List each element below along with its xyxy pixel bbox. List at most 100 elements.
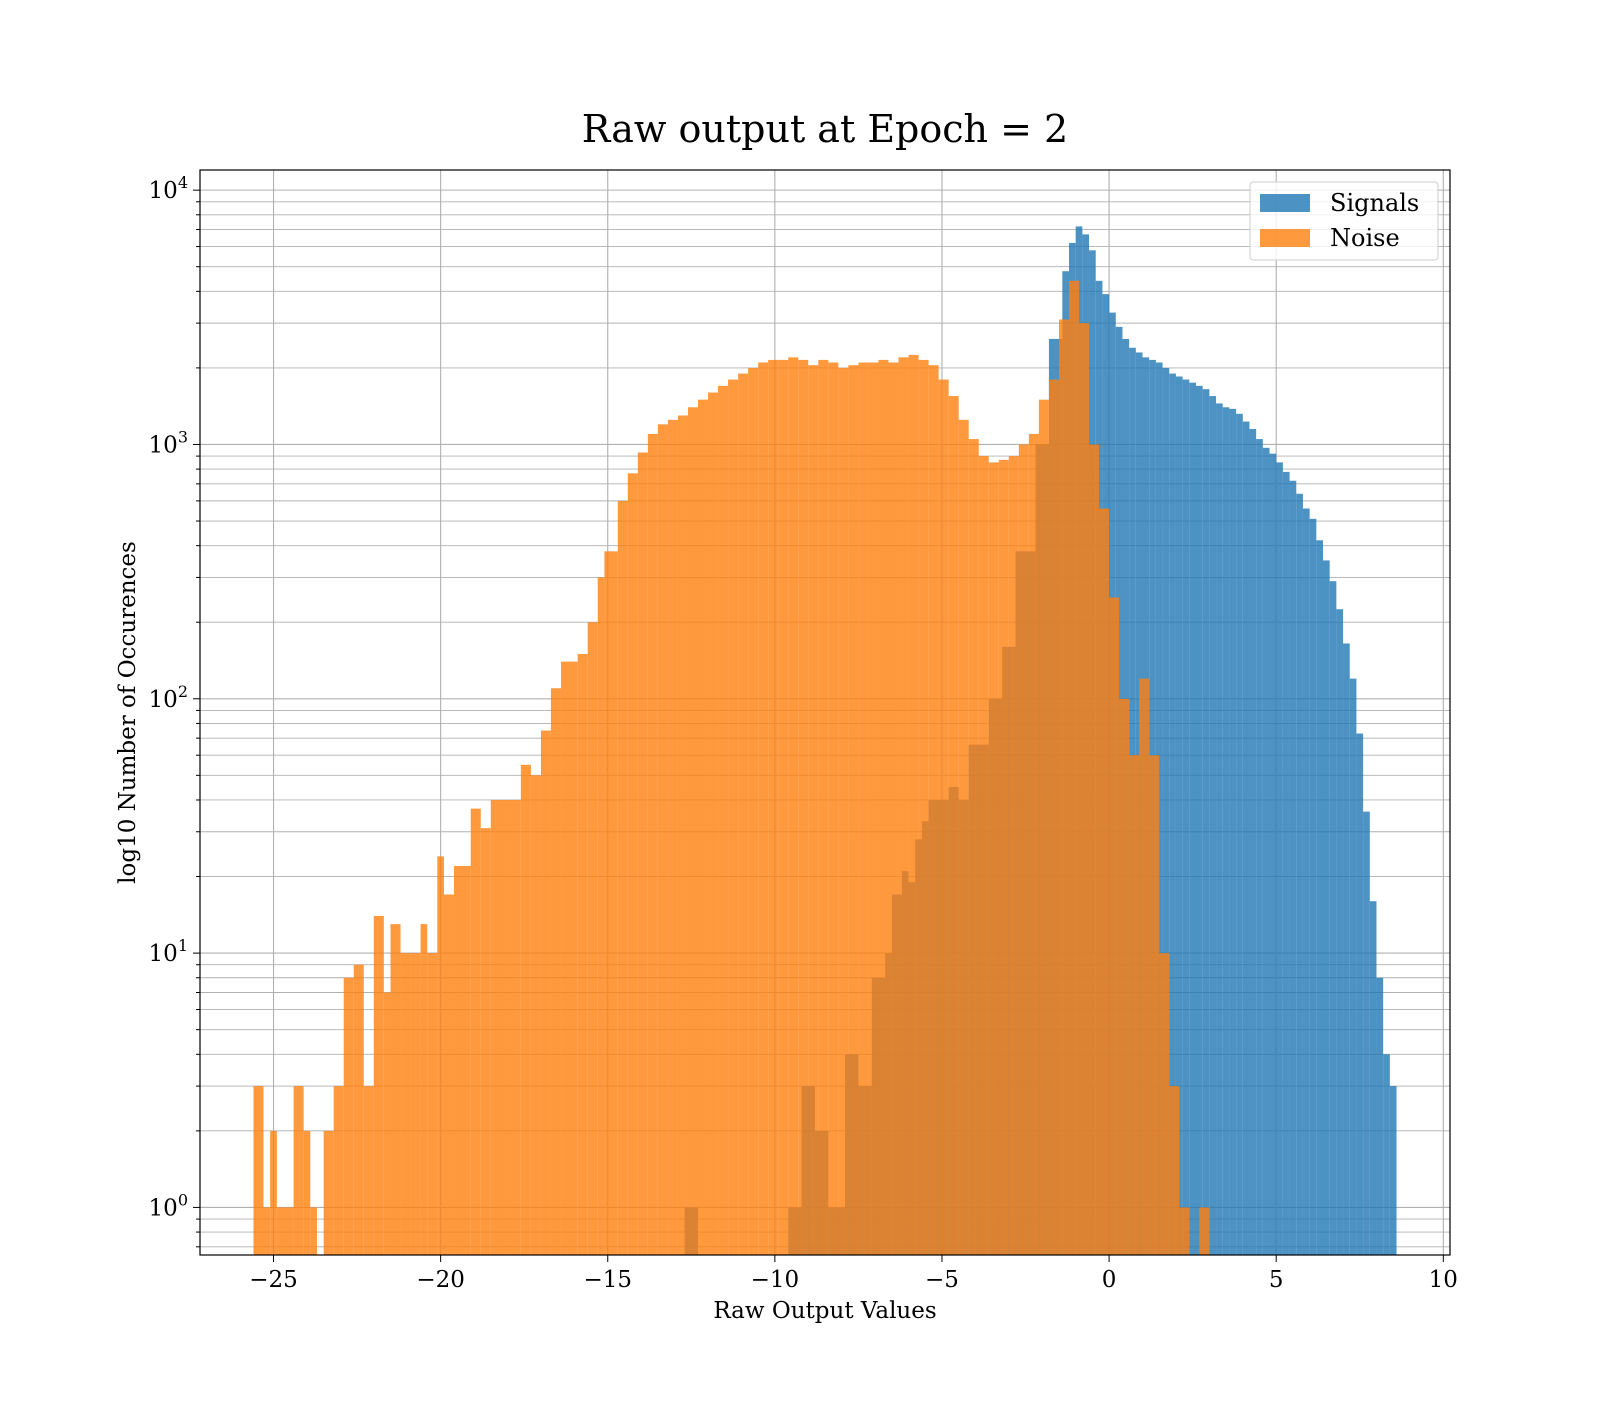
histogram-bar-noise bbox=[550, 688, 561, 1255]
histogram-bar-noise bbox=[677, 415, 688, 1255]
histogram-bar-noise bbox=[858, 362, 869, 1255]
histogram-bar-signals bbox=[1169, 373, 1176, 1255]
bars bbox=[253, 226, 1397, 1256]
y-tick-label: 103 bbox=[149, 427, 188, 458]
histogram-bar-signals bbox=[1343, 643, 1350, 1255]
legend-label-noise: Noise bbox=[1330, 224, 1400, 252]
histogram-bar-noise bbox=[1199, 1207, 1210, 1255]
histogram-bar-noise bbox=[1018, 444, 1029, 1255]
histogram-bar-noise bbox=[667, 419, 678, 1255]
histogram-bar-noise bbox=[788, 357, 799, 1255]
histogram-bar-signals bbox=[1236, 413, 1243, 1255]
x-tick-label: −5 bbox=[925, 1267, 959, 1293]
histogram-bar-noise bbox=[748, 367, 759, 1256]
x-axis-label: Raw Output Values bbox=[713, 1298, 936, 1324]
histogram-bar-noise bbox=[1008, 456, 1019, 1255]
x-tick-label: −10 bbox=[751, 1267, 800, 1293]
histogram-bar-noise bbox=[577, 653, 588, 1255]
histogram-bar-noise bbox=[617, 500, 628, 1255]
histogram-bar-noise bbox=[437, 856, 444, 1255]
histogram-bar-noise bbox=[587, 622, 598, 1255]
plot-frame bbox=[199, 169, 1451, 1256]
histogram-bar-noise bbox=[708, 392, 719, 1255]
histogram-bar-noise bbox=[878, 359, 889, 1255]
histogram-bar-noise bbox=[343, 977, 354, 1255]
histogram-bar-noise bbox=[978, 456, 989, 1255]
histogram-bar-signals bbox=[1209, 396, 1217, 1255]
histogram-bar-noise bbox=[540, 730, 551, 1255]
histogram-bar-signals bbox=[1262, 447, 1270, 1256]
chart-title: Raw output at Epoch = 2 bbox=[582, 107, 1068, 151]
histogram-bar-noise bbox=[1099, 508, 1110, 1256]
histogram-bar-noise bbox=[1149, 755, 1160, 1255]
histogram-bar-signals bbox=[1282, 471, 1290, 1255]
histogram-bar-signals bbox=[1383, 1054, 1390, 1255]
histogram-bar-noise bbox=[363, 1086, 374, 1255]
histogram-bar-signals bbox=[1289, 480, 1297, 1256]
histogram-bar-noise bbox=[738, 373, 749, 1255]
histogram-bar-noise bbox=[828, 362, 839, 1255]
histogram-bar-noise bbox=[908, 354, 919, 1256]
histogram-bar-signals bbox=[1175, 376, 1183, 1256]
histogram-bar-noise bbox=[637, 452, 648, 1255]
legend-swatch-signals bbox=[1260, 194, 1310, 212]
histogram-bar-noise bbox=[507, 799, 521, 1255]
histogram-bar-signals bbox=[1296, 493, 1303, 1256]
histogram-bar-signals bbox=[1202, 389, 1210, 1255]
histogram-bar-noise bbox=[520, 764, 531, 1255]
histogram-bar-noise bbox=[530, 775, 541, 1255]
histogram-bar-signals bbox=[1376, 977, 1384, 1255]
histogram-bar-noise bbox=[410, 953, 421, 1255]
histogram-bar-noise bbox=[1048, 379, 1059, 1255]
histogram-bar-signals bbox=[1249, 429, 1257, 1255]
histogram-bar-signals bbox=[1256, 439, 1263, 1255]
histogram-bar-noise bbox=[270, 1130, 277, 1255]
histogram-bar-signals bbox=[1302, 508, 1310, 1256]
histogram-bar-noise bbox=[988, 462, 999, 1255]
histogram-bar-noise bbox=[263, 1207, 271, 1255]
histogram-bar-noise bbox=[310, 1207, 317, 1255]
histogram-bar-noise bbox=[293, 1086, 304, 1255]
y-axis-label: log10 Number of Occurences bbox=[115, 541, 141, 884]
histogram-bar-noise bbox=[647, 433, 658, 1256]
histogram-bar-noise bbox=[390, 924, 401, 1255]
x-tick-label: −15 bbox=[583, 1267, 632, 1293]
histogram-bar-noise bbox=[490, 799, 508, 1255]
histogram-bar-noise bbox=[333, 1086, 344, 1255]
histogram-bar-noise bbox=[687, 407, 698, 1256]
histogram-bar-noise bbox=[400, 953, 411, 1255]
y-tick-label: 102 bbox=[149, 682, 188, 713]
histogram-bar-noise bbox=[443, 894, 455, 1255]
histogram-bar-noise bbox=[1159, 953, 1170, 1255]
histogram-bar-noise bbox=[276, 1207, 294, 1255]
legend: Signals Noise bbox=[1249, 181, 1439, 261]
histogram-bar-noise bbox=[778, 359, 789, 1255]
histogram-bar-signals bbox=[1389, 1086, 1397, 1255]
y-tick-label: 104 bbox=[149, 173, 188, 204]
x-tick-label: 5 bbox=[1269, 1267, 1284, 1293]
legend-label-signals: Signals bbox=[1330, 189, 1419, 217]
histogram-bar-noise bbox=[604, 551, 618, 1255]
histogram-bar-signals bbox=[1329, 581, 1337, 1255]
histogram-bar-noise bbox=[1129, 755, 1140, 1255]
histogram-bar-noise bbox=[808, 365, 819, 1256]
histogram-bar-signals bbox=[1336, 609, 1344, 1255]
histogram-bar-noise bbox=[560, 661, 578, 1255]
histogram-bar-noise bbox=[758, 362, 769, 1255]
y-tick-label: 100 bbox=[149, 1190, 188, 1221]
histogram-bar-noise bbox=[303, 1130, 311, 1255]
x-tick-label: −25 bbox=[249, 1267, 298, 1293]
histogram-bar-noise bbox=[718, 385, 729, 1255]
ticks: −25 −20 −15 −10 −5 0 5 10 100 101 102 103 104 bbox=[149, 173, 1458, 1293]
series-noise bbox=[253, 280, 1210, 1256]
histogram-bar-signals bbox=[1322, 560, 1330, 1255]
histogram-bar-signals bbox=[1195, 385, 1203, 1255]
histogram-bar-signals bbox=[1229, 408, 1237, 1256]
histogram-bar-noise bbox=[1139, 678, 1150, 1255]
histogram-bar-noise bbox=[323, 1130, 334, 1255]
histogram-bar-noise bbox=[1109, 597, 1120, 1255]
histogram-bar-noise bbox=[470, 808, 481, 1255]
histogram-bar-signals bbox=[1242, 421, 1250, 1255]
